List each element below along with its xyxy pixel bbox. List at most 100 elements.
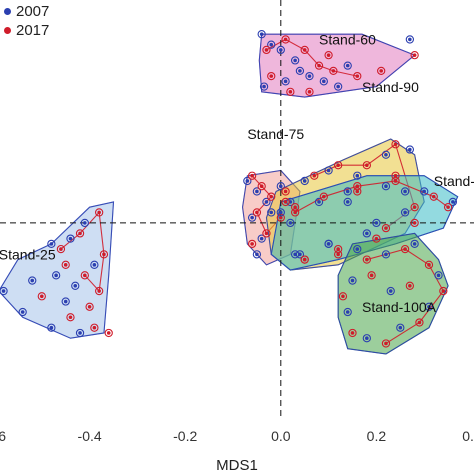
point-ring-2017-stand-75	[252, 208, 262, 217]
point-ring-2007-stand-25	[80, 218, 89, 228]
point-2017-stand-25	[59, 247, 63, 251]
point-ring-2007-stand-75	[252, 187, 262, 196]
point-2007-stand-90	[403, 189, 407, 194]
point-2007-stand-90	[279, 210, 283, 215]
point-2007-stand-100b	[326, 242, 331, 246]
point-2017-stand-25	[97, 289, 101, 293]
point-2017-stand-75	[269, 194, 274, 199]
point-2007-stand-60	[345, 63, 350, 68]
point-ring-2017-stand-100a	[348, 328, 357, 338]
legend: 2007 2017	[4, 2, 49, 40]
point-ring-2007-stand-60	[257, 30, 266, 39]
point-ring-2017-stand-25	[95, 286, 104, 296]
point-ring-2007-stand-75	[276, 182, 285, 191]
point-2017-stand-100b	[393, 179, 398, 183]
point-ring-2007-stand-60	[267, 40, 276, 49]
point-ring-2007-stand-100a	[348, 276, 357, 285]
point-2017-stand-25	[63, 263, 68, 267]
point-2017-stand-100a	[384, 341, 388, 346]
point-2017-stand-75	[264, 231, 269, 236]
point-2007-stand-25	[83, 221, 87, 225]
point-2007-stand-100b	[384, 184, 388, 188]
point-2007-stand-90	[374, 221, 379, 225]
point-2007-stand-100a	[365, 336, 369, 341]
point-2017-stand-60	[307, 90, 312, 94]
point-ring-2017-stand-60	[300, 45, 309, 55]
point-2017-stand-100b	[374, 236, 379, 241]
point-2017-stand-60	[331, 69, 336, 73]
point-2007-stand-60	[322, 79, 326, 84]
point-2017-stand-60	[379, 69, 383, 73]
point-2017-stand-90	[412, 205, 417, 209]
point-2017-stand-75	[283, 189, 288, 194]
point-2007-stand-90	[408, 147, 412, 152]
point-ring-2017-stand-60	[314, 61, 324, 70]
point-ring-2017-stand-100a	[338, 292, 348, 301]
point-2017-stand-90	[336, 252, 340, 257]
point-ring-2007-stand-60	[281, 77, 290, 86]
point-2007-stand-25	[49, 242, 54, 246]
point-2007-stand-60	[307, 74, 312, 78]
legend-dot-2007	[4, 8, 11, 15]
point-ring-2017-stand-60	[324, 50, 333, 60]
point-2007-stand-60	[259, 32, 264, 36]
point-2007-stand-75	[250, 215, 254, 220]
point-ring-2007-stand-100a	[410, 239, 419, 249]
point-2007-stand-60	[336, 84, 340, 89]
point-ring-2007-stand-75	[243, 176, 252, 186]
point-ring-2017-stand-60	[353, 71, 362, 81]
point-2017-stand-25	[97, 210, 101, 215]
point-2007-stand-100b	[298, 252, 302, 257]
point-2007-stand-25	[49, 325, 54, 330]
group-label-stand-25: Stand-25	[0, 247, 56, 263]
point-2007-stand-100a	[355, 247, 360, 251]
point-2007-stand-25	[63, 299, 68, 304]
point-ring-2007-stand-90	[343, 197, 352, 207]
point-2017-stand-100a	[365, 257, 369, 262]
point-2007-stand-100b	[422, 189, 427, 194]
point-2007-stand-100b	[317, 200, 321, 204]
point-2017-stand-75	[279, 215, 283, 220]
point-2007-stand-100b	[403, 210, 407, 215]
point-2007-stand-60	[408, 37, 412, 42]
point-2017-stand-100a	[441, 289, 446, 293]
point-ring-2017-stand-25	[95, 208, 104, 217]
point-ring-2017-stand-100b	[290, 208, 300, 217]
point-2017-stand-100a	[408, 284, 412, 288]
point-2017-stand-25	[106, 331, 111, 335]
point-ring-2007-stand-100a	[396, 323, 405, 332]
point-ring-2017-stand-25	[56, 244, 66, 254]
point-2017-stand-25	[78, 231, 82, 236]
point-ring-2017-stand-100b	[300, 255, 309, 264]
point-2007-stand-60	[279, 48, 283, 52]
point-ring-2007-stand-60	[290, 56, 300, 65]
point-ring-2007-stand-75	[267, 208, 276, 217]
point-ring-2007-stand-25	[28, 276, 37, 285]
point-2007-stand-25	[78, 331, 82, 335]
point-2007-stand-75	[269, 210, 274, 215]
legend-label-2007: 2007	[16, 3, 50, 20]
hull-outline-2007-stand-25	[0, 201, 115, 339]
point-2007-stand-100b	[365, 231, 369, 236]
point-2017-stand-75	[250, 173, 254, 178]
point-ring-2007-stand-90	[405, 145, 415, 154]
point-2007-stand-75	[264, 200, 269, 204]
point-ring-2017-stand-90	[391, 140, 400, 149]
point-ring-2007-stand-75	[262, 197, 271, 207]
point-2017-stand-90	[393, 142, 398, 147]
point-ring-2017-stand-25	[61, 260, 70, 269]
group-label-stand-100a: Stand-100A	[362, 299, 437, 315]
x-tick-labels: -0.6 -0.4 -0.2 0.0 0.2 0.4	[0, 428, 474, 444]
point-ring-2017-stand-25	[90, 323, 99, 332]
x-tick-label: -0.4	[78, 428, 102, 444]
point-ring-2007-stand-90	[300, 176, 309, 186]
point-2017-stand-90	[355, 189, 360, 194]
group-label-stand-100b: Stand-100B	[434, 173, 474, 189]
point-2007-stand-25	[20, 310, 25, 314]
point-2007-stand-60	[298, 69, 302, 73]
point-ring-2017-stand-75	[262, 229, 271, 238]
point-2017-stand-25	[87, 304, 92, 309]
point-2007-stand-75	[279, 184, 283, 188]
hull-outline-2017-stand-100b	[294, 180, 449, 213]
